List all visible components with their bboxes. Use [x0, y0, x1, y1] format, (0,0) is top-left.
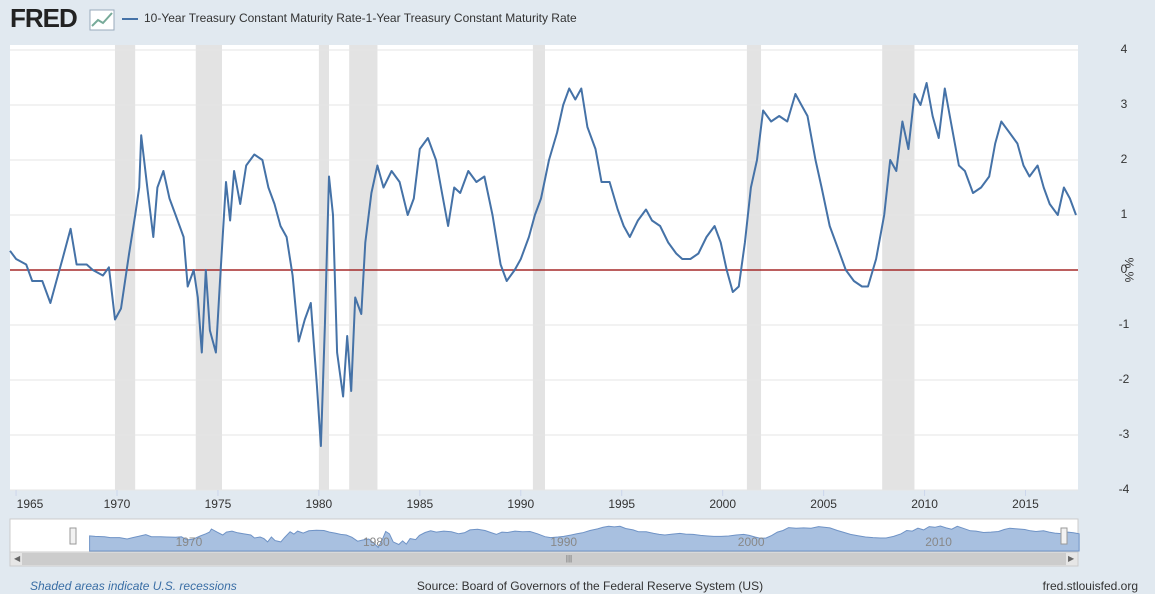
legend-label: 10-Year Treasury Constant Maturity Rate-…	[144, 11, 577, 25]
x-tick-label: 2015	[1012, 497, 1039, 511]
navigator-handle[interactable]	[69, 527, 77, 545]
navigator-series	[89, 525, 1080, 552]
navigator-tick-label: 2010	[925, 535, 952, 549]
navigator-tick-label: 1990	[550, 535, 577, 549]
x-tick-label: 1990	[507, 497, 534, 511]
y-tick-label: -4	[1119, 482, 1130, 496]
navigator-tick-label: 1970	[176, 535, 203, 549]
navigator-handle[interactable]	[1060, 527, 1068, 545]
x-tick-label: 1980	[306, 497, 333, 511]
navigator-tick-label: 1980	[363, 535, 390, 549]
recession-band	[532, 45, 546, 490]
y-tick-label: 3	[1121, 97, 1128, 111]
y-tick-label: 0	[1121, 262, 1128, 276]
y-tick-label: 1	[1121, 207, 1128, 221]
recession-band	[882, 45, 915, 490]
y-tick-label: 2	[1121, 152, 1128, 166]
recession-note: Shaded areas indicate U.S. recessions	[30, 579, 237, 593]
x-tick-label: 2005	[810, 497, 837, 511]
logo: FRED	[10, 3, 77, 33]
scrollbar-thumb[interactable]	[22, 553, 1066, 565]
scroll-left[interactable]: ◀	[14, 554, 21, 563]
logo-icon	[89, 9, 115, 31]
site: fred.stlouisfed.org	[1043, 579, 1138, 593]
y-tick-label: -2	[1119, 372, 1130, 386]
x-tick-label: 1985	[406, 497, 433, 511]
source: Source: Board of Governors of the Federa…	[417, 579, 763, 593]
x-tick-label: 1995	[608, 497, 635, 511]
navigator-tick-label: 2000	[738, 535, 765, 549]
recession-band	[114, 45, 136, 490]
recession-band	[746, 45, 762, 490]
scrollbar-grip: |||	[566, 554, 572, 563]
x-tick-label: 2000	[709, 497, 736, 511]
y-tick-label: -3	[1119, 427, 1130, 441]
x-tick-label: 1970	[104, 497, 131, 511]
recession-band	[195, 45, 222, 490]
x-tick-label: 1965	[17, 497, 44, 511]
x-tick-label: 2010	[911, 497, 938, 511]
x-tick-label: 1975	[205, 497, 232, 511]
series-line	[9, 82, 1077, 447]
y-tick-label: -1	[1119, 317, 1130, 331]
y-axis-label: % %	[1122, 258, 1136, 283]
recession-band	[318, 45, 329, 490]
y-tick-label: 4	[1121, 42, 1128, 56]
scroll-right[interactable]: ▶	[1068, 554, 1075, 563]
